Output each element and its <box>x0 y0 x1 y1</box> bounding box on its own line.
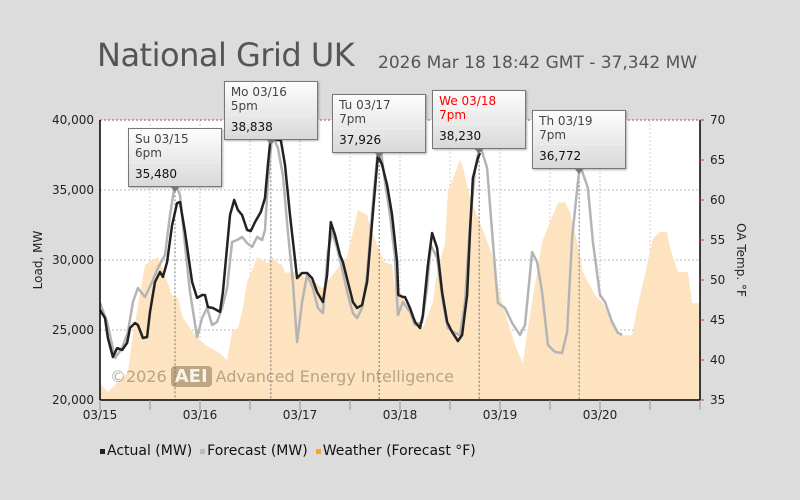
y-tick-label: 30,000 <box>52 253 94 267</box>
forecast-swatch-icon <box>200 448 206 454</box>
x-tick-label: 03/19 <box>483 408 518 422</box>
watermark-name: Advanced Energy Intelligence <box>215 367 454 386</box>
x-tick-label: 03/18 <box>383 408 418 422</box>
page-title: National Grid UK <box>97 36 355 74</box>
y-tick-label: 25,000 <box>52 323 94 337</box>
watermark: ©2026 AEI Advanced Energy Intelligence <box>110 366 454 387</box>
tooltip-pointer-icon <box>170 186 180 193</box>
tooltip-date: Mo 03/16 5pm <box>224 82 317 117</box>
x-tick-label: 03/20 <box>583 408 618 422</box>
forecast-line <box>98 133 623 360</box>
tooltip-value: 38,838 <box>230 120 273 135</box>
y2-tick-label: 65 <box>710 153 725 167</box>
peak-tooltip: Mo 03/16 5pm 38,838 <box>223 81 318 146</box>
tooltip-pointer-icon <box>374 152 385 159</box>
tooltip-pointer-icon <box>265 139 276 146</box>
y2-axis-label: OA Temp. °F <box>734 223 748 297</box>
y2-tick-label: 45 <box>710 313 725 327</box>
peak-marker-lines <box>174 136 580 400</box>
weather-area <box>100 160 700 400</box>
weather-swatch-icon <box>315 448 321 454</box>
actual-swatch-icon <box>100 448 105 454</box>
y2-tick-label: 60 <box>710 193 725 207</box>
y2-tick-label: 50 <box>710 273 725 287</box>
peak-tooltip: Su 03/15 6pm 35,480 <box>128 128 222 193</box>
x-tick-label: 03/15 <box>83 408 118 422</box>
y-tick-label: 40,000 <box>52 113 94 127</box>
y-tick-label: 35,000 <box>52 183 94 197</box>
x-tick-label: 03/16 <box>183 408 218 422</box>
y-tick-label: 20,000 <box>52 393 94 407</box>
y-axis-label: Load, MW <box>31 231 45 290</box>
current-load-subtitle: 2026 Mar 18 18:42 GMT - 37,342 MW <box>378 53 698 73</box>
legend-item-weather[interactable]: Weather (Forecast °F) <box>315 443 476 459</box>
tooltip-date: We 03/18 7pm <box>433 91 526 125</box>
axis-ticks: 20,000 25,000 30,000 35,000 40,000 35 40 45 50 55… <box>52 113 725 422</box>
y2-tick-label: 55 <box>710 233 725 247</box>
y2-tick-label: 35 <box>710 393 725 407</box>
tooltip-value: 36,772 <box>539 149 582 164</box>
tooltip-date: Su 03/15 6pm <box>129 129 221 164</box>
x-tick-label: 03/17 <box>283 408 318 422</box>
legend-item-actual[interactable]: Actual (MW) <box>100 443 192 459</box>
tooltip-value: 37,926 <box>339 133 382 148</box>
tooltip-value: 38,230 <box>439 128 482 143</box>
chart-legend: Actual (MW) Forecast (MW) Weather (Forec… <box>100 443 476 459</box>
y2-tick-label: 40 <box>710 353 725 367</box>
tooltip-pointer-icon <box>574 168 585 175</box>
peak-tooltip: Tu 03/17 7pm 37,926 <box>332 94 427 159</box>
legend-item-forecast[interactable]: Forecast (MW) <box>200 443 308 459</box>
tooltip-value: 35,480 <box>135 167 177 182</box>
y2-tick-label: 70 <box>710 113 725 127</box>
peak-tooltip: We 03/18 7pm 38,230 <box>432 89 527 154</box>
actual-line <box>98 135 482 359</box>
tooltip-date: Th 03/19 7pm <box>533 111 626 146</box>
peak-tooltip: Th 03/19 7pm 36,772 <box>532 110 627 175</box>
aei-logo: AEI <box>170 366 212 387</box>
watermark-copyright: ©2026 <box>110 367 167 386</box>
tooltip-pointer-icon <box>474 147 485 154</box>
tooltip-date: Tu 03/17 7pm <box>333 95 426 130</box>
